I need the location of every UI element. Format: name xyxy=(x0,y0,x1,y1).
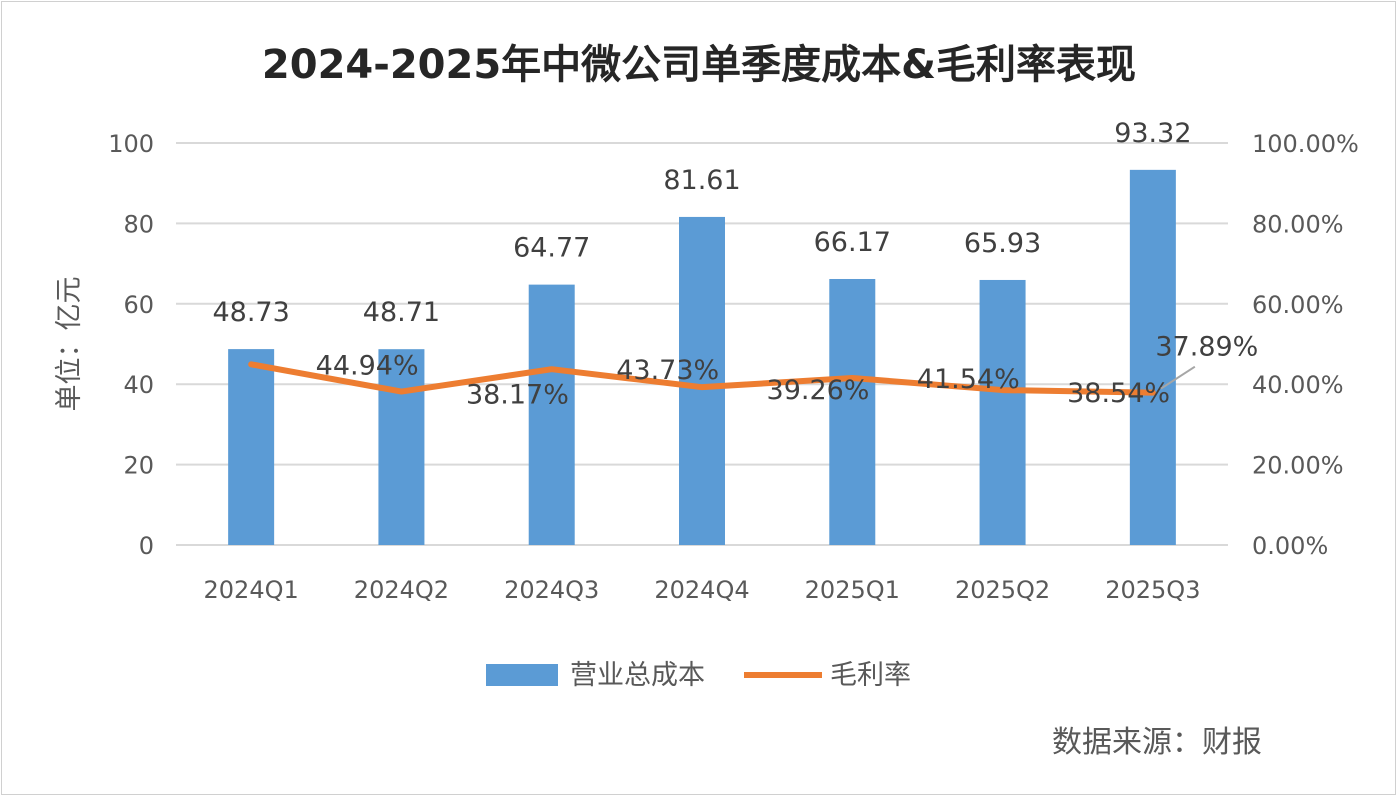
line-value-label: 37.89% xyxy=(1155,332,1258,363)
line-path xyxy=(248,361,1156,396)
bar xyxy=(528,284,575,545)
y-axis-ticks: 0 20 40 60 80 100 xyxy=(108,130,154,560)
bar-value-label: 48.71 xyxy=(363,297,440,328)
bar-value-label: 65.93 xyxy=(964,228,1041,259)
bar-series xyxy=(228,169,1176,545)
y-tick-label: 60 xyxy=(123,291,154,319)
bar-value-label: 93.32 xyxy=(1114,118,1191,149)
bar xyxy=(1129,169,1176,545)
bar-data-labels: 48.73 48.71 64.77 81.61 66.17 65.93 93.32 xyxy=(212,118,1191,328)
line-value-label: 43.73% xyxy=(616,355,719,386)
legend: 营业总成本 毛利率 xyxy=(486,660,911,691)
label-leader-line xyxy=(1160,365,1196,390)
y2-tick-label: 60.00% xyxy=(1252,291,1344,319)
bar-value-label: 66.17 xyxy=(814,227,891,258)
x-tick-label: 2024Q1 xyxy=(204,576,299,604)
legend-label-line: 毛利率 xyxy=(830,660,911,691)
bar-value-label: 48.73 xyxy=(212,297,289,328)
line-value-label: 38.17% xyxy=(466,380,569,411)
y2-tick-label: 100.00% xyxy=(1252,130,1359,158)
bar xyxy=(228,349,275,545)
line-data-labels: 44.94% 38.17% 43.73% 39.26% 41.54% 38.54% 37.8… xyxy=(316,332,1259,411)
y2-tick-label: 80.00% xyxy=(1252,210,1344,238)
line-series xyxy=(248,361,1156,396)
bar-value-label: 64.77 xyxy=(513,233,590,264)
source-note: 数据来源：财报 xyxy=(1052,725,1262,760)
line-value-label: 38.54% xyxy=(1067,378,1170,409)
y-axis-label: 单位：亿元 xyxy=(54,277,85,412)
y2-axis-ticks: 0.00% 20.00% 40.00% 60.00% 80.00% 100.00% xyxy=(1252,130,1359,560)
line-value-label: 41.54% xyxy=(917,364,1020,395)
bar-value-label: 81.61 xyxy=(663,165,740,196)
y-tick-label: 100 xyxy=(108,130,154,158)
line-value-label: 39.26% xyxy=(767,375,870,406)
bar xyxy=(378,349,425,545)
y-tick-label: 20 xyxy=(123,452,154,480)
x-tick-label: 2025Q2 xyxy=(955,576,1050,604)
line-value-label: 44.94% xyxy=(316,350,419,381)
x-axis-ticks: 2024Q1 2024Q2 2024Q3 2024Q4 2025Q1 2025Q2 2025… xyxy=(204,576,1201,604)
legend-swatch-bar xyxy=(486,664,558,686)
x-tick-label: 2024Q4 xyxy=(654,576,749,604)
chart-title: 2024-2025年中微公司单季度成本&毛利率表现 xyxy=(262,42,1136,88)
x-tick-label: 2025Q1 xyxy=(805,576,900,604)
bar xyxy=(979,279,1026,545)
x-tick-label: 2024Q3 xyxy=(504,576,599,604)
y2-tick-label: 0.00% xyxy=(1252,532,1328,560)
y-tick-label: 80 xyxy=(123,210,154,238)
y-tick-label: 40 xyxy=(123,371,154,399)
legend-label-bar: 营业总成本 xyxy=(570,660,705,691)
y2-tick-label: 20.00% xyxy=(1252,452,1344,480)
x-tick-label: 2024Q2 xyxy=(354,576,449,604)
y-tick-label: 0 xyxy=(139,532,154,560)
y2-tick-label: 40.00% xyxy=(1252,371,1344,399)
x-tick-label: 2025Q3 xyxy=(1105,576,1200,604)
bar xyxy=(829,278,876,545)
bar xyxy=(679,216,725,545)
